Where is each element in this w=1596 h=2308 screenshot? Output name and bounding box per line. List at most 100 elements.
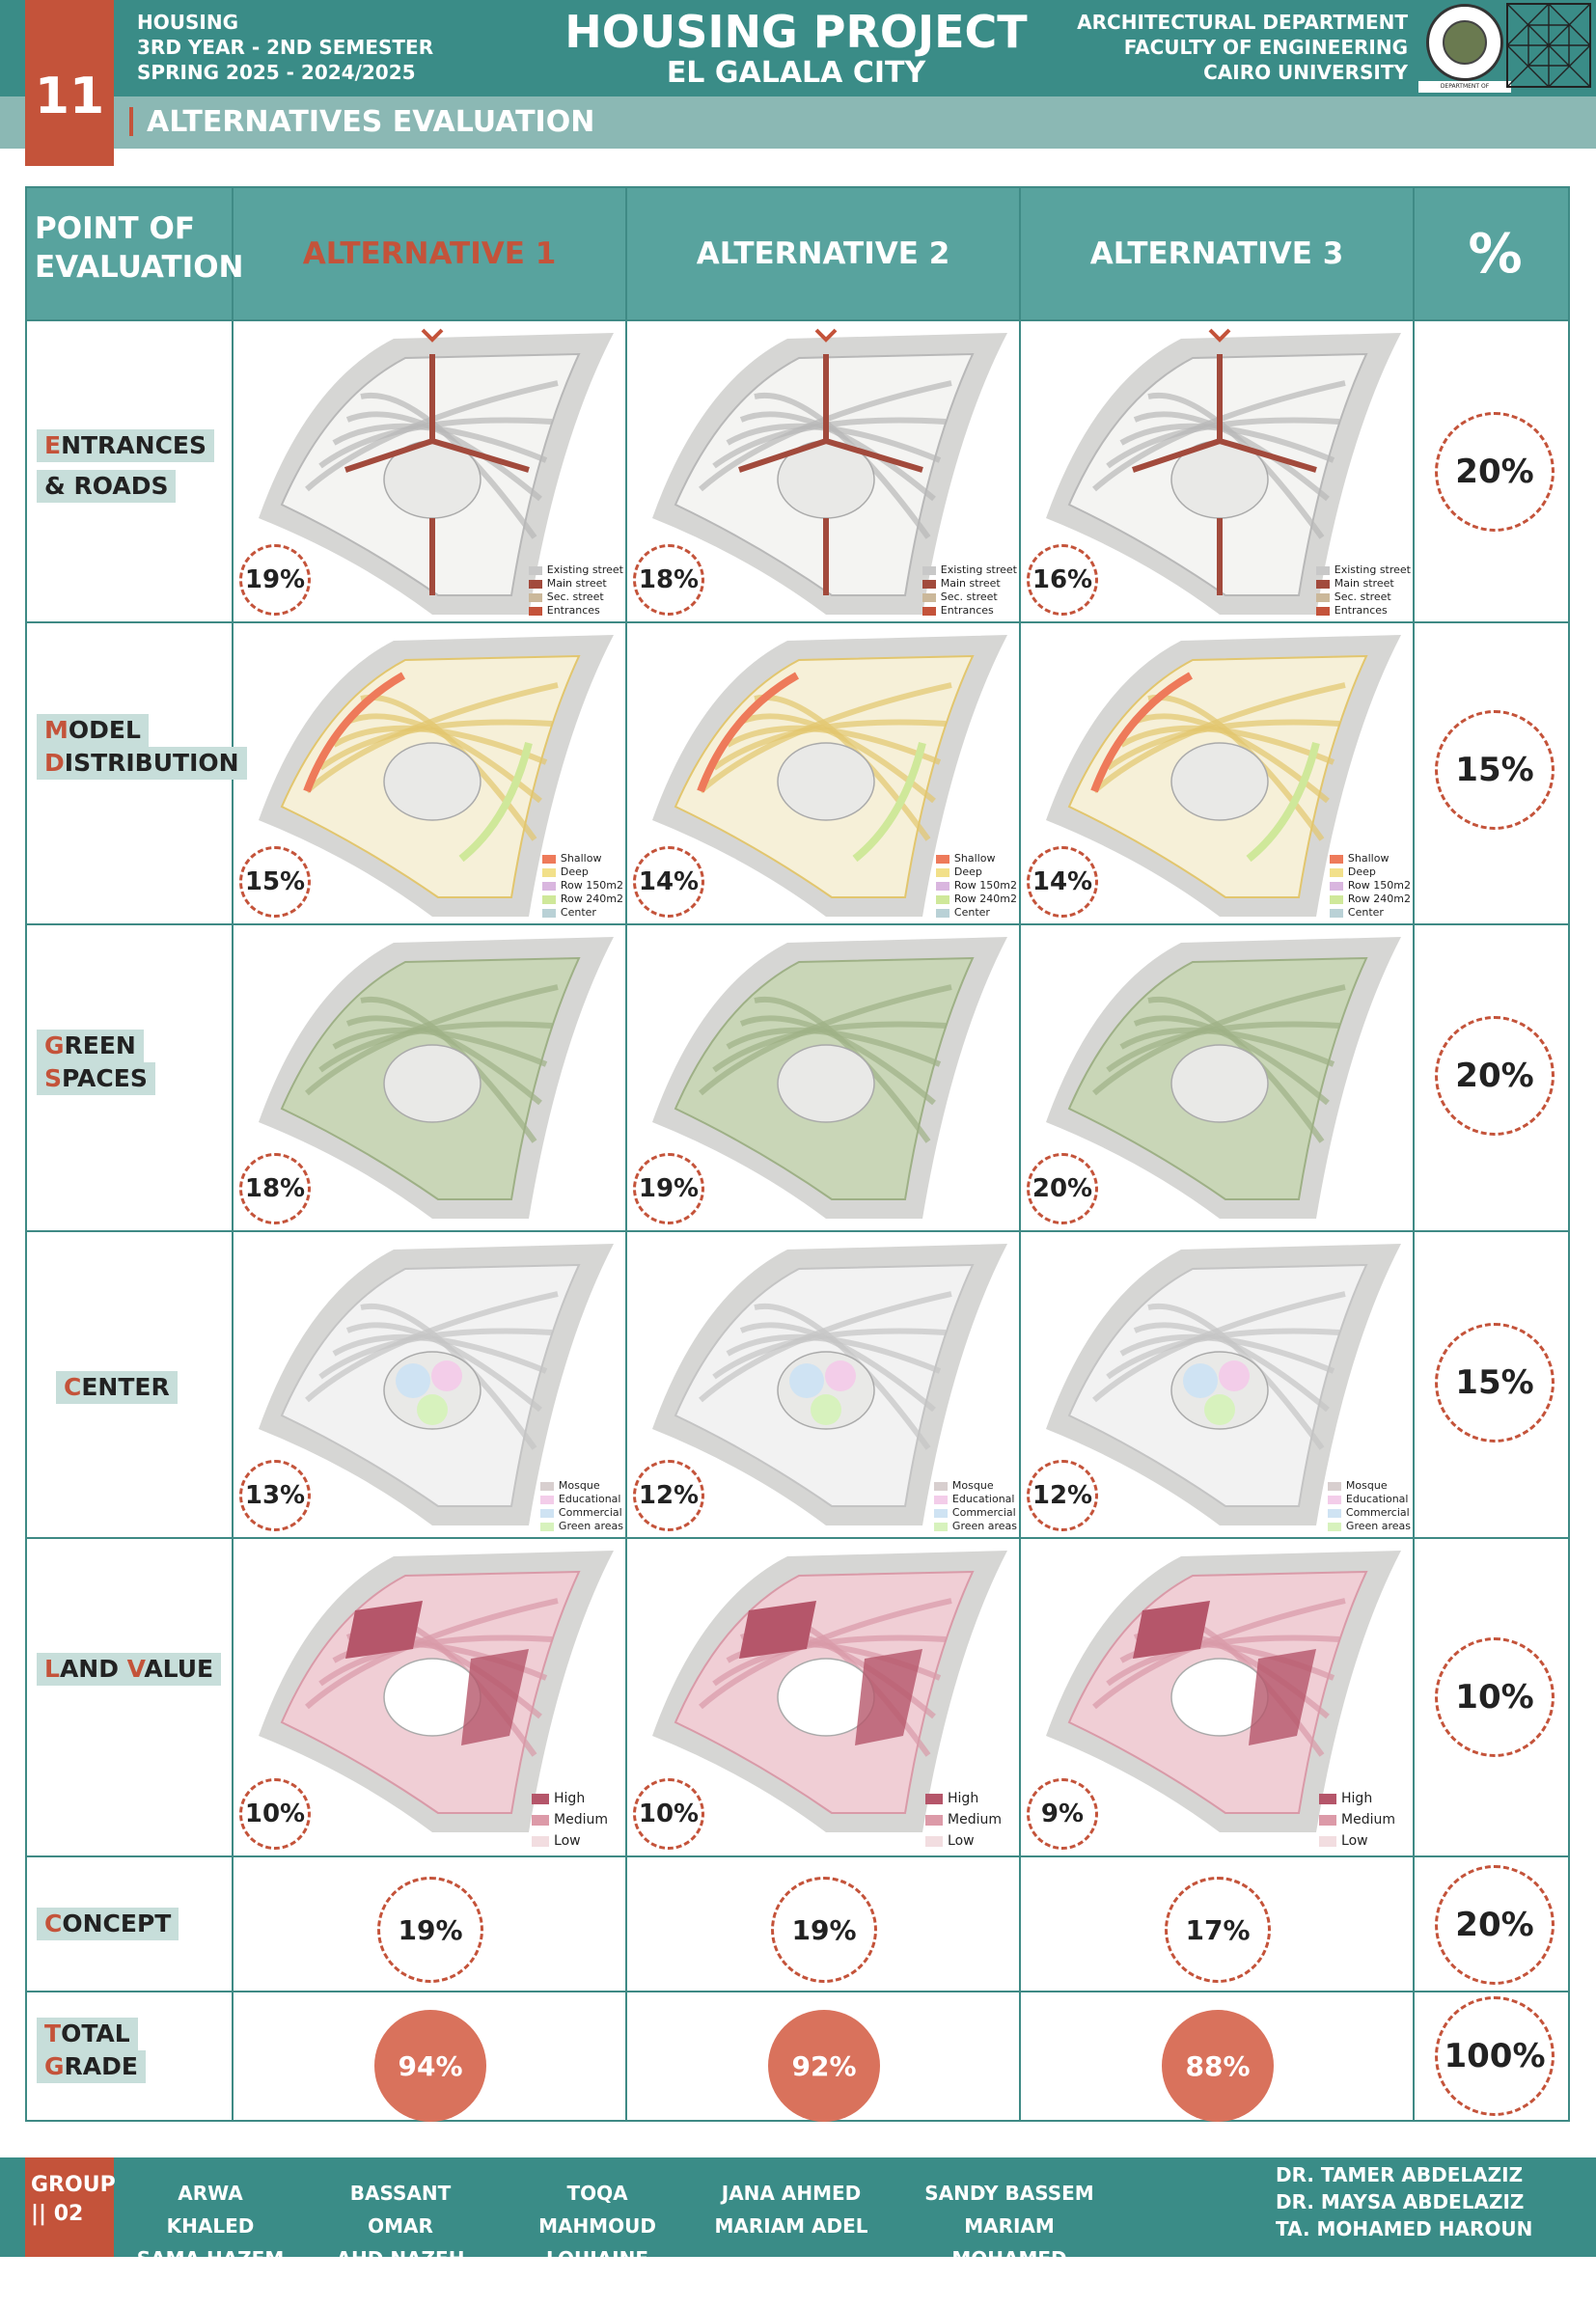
- legend-swatch: [922, 579, 936, 589]
- legend-swatch: [935, 867, 949, 877]
- legend-label: Green areas: [558, 1520, 623, 1532]
- score-badge: 19%: [377, 1877, 483, 1983]
- criterion-label: CONCEPT: [37, 1908, 179, 1940]
- criterion-label: LAND VALUE: [37, 1653, 222, 1686]
- legend-item: High: [532, 1788, 608, 1809]
- score-badge: 10%: [239, 1778, 311, 1850]
- student-name: JANA AHMED: [721, 2182, 862, 2205]
- legend-label: Center: [953, 906, 990, 919]
- legend-swatch: [935, 894, 949, 904]
- table-row: ENTRANCES & ROADS 19% Existing street Mai…: [27, 319, 1568, 621]
- legend-item: Educational: [1327, 1493, 1411, 1506]
- legend-swatch: [1329, 854, 1343, 864]
- score-badge: 19%: [771, 1877, 877, 1983]
- legend-swatch: [1319, 1793, 1337, 1804]
- legend-label: Mosque: [951, 1479, 994, 1492]
- legend-item: Center: [935, 906, 1017, 920]
- map-legend: Mosque Educational Commercial Green areas: [539, 1479, 623, 1533]
- alt3-land-map: 9% High Medium Low: [1021, 1539, 1415, 1855]
- institution-line: CAIRO UNIVERSITY: [1203, 61, 1408, 84]
- site-plan-drawing: [1046, 1244, 1401, 1525]
- legend-swatch: [1315, 565, 1330, 575]
- legend-label: Main street: [546, 577, 607, 590]
- alternative-1-header: ALTERNATIVE 1: [302, 236, 557, 271]
- site-plan-drawing: [1046, 328, 1401, 615]
- course-line: HOUSING: [137, 11, 238, 34]
- legend-label: Low: [948, 1833, 975, 1849]
- weight-badge: 20%: [1435, 1865, 1555, 1985]
- legend-swatch: [1315, 579, 1330, 589]
- site-plan-drawing: [652, 1551, 1007, 1832]
- legend-swatch: [922, 565, 936, 575]
- legend-label: Row 240m2: [953, 893, 1017, 905]
- score-badge: 18%: [239, 1153, 311, 1224]
- total-grade-badge: 88%: [1162, 2010, 1274, 2122]
- legend-item: Existing street: [922, 563, 1017, 577]
- institution-line: FACULTY OF ENGINEERING: [1123, 36, 1408, 59]
- legend-label: Educational: [558, 1493, 621, 1505]
- site-plan-drawing: [652, 328, 1007, 615]
- legend-item: Main street: [528, 577, 623, 591]
- legend-swatch: [1319, 1835, 1337, 1847]
- site-plan-drawing: [259, 635, 614, 917]
- legend-label: Center: [1347, 906, 1384, 919]
- legend-label: Shallow: [1347, 852, 1390, 865]
- alt3-green-map: 20%: [1021, 925, 1415, 1230]
- legend-label: High: [1341, 1791, 1373, 1806]
- site-plan-drawing: [1046, 1551, 1401, 1832]
- legend-swatch: [539, 1522, 554, 1531]
- table-header-row: POINT OF EVALUATION ALTERNATIVE 1 ALTERN…: [27, 188, 1568, 319]
- criterion-label: CENTER: [56, 1371, 178, 1404]
- criterion-label: GRADE: [37, 2050, 146, 2083]
- student-name: LOUJAINE AHMED: [545, 2247, 649, 2303]
- legend-item: Low: [925, 1830, 1002, 1852]
- legend-swatch: [532, 1814, 550, 1826]
- legend-label: Green areas: [1345, 1520, 1411, 1532]
- section-title: ALTERNATIVES EVALUATION: [129, 102, 594, 141]
- legend-swatch: [541, 908, 556, 918]
- legend-label: Sec. street: [940, 591, 998, 603]
- legend-label: Shallow: [953, 852, 996, 865]
- supervisors: DR. TAMER ABDELAZIZ DR. MAYSA ABDELAZIZ …: [1276, 2161, 1532, 2242]
- legend-label: High: [948, 1791, 979, 1806]
- score-badge: 12%: [633, 1460, 704, 1531]
- map-legend: Existing street Main street Sec. street Ent…: [922, 563, 1017, 618]
- legend-item: High: [1319, 1788, 1395, 1809]
- legend-swatch: [1327, 1495, 1341, 1504]
- criterion-label: TOTAL: [37, 2018, 138, 2050]
- legend-item: Existing street: [1315, 563, 1411, 577]
- legend-item: Entrances: [1315, 604, 1411, 618]
- legend-item: Row 150m2: [1329, 879, 1411, 893]
- score-badge: 14%: [633, 846, 704, 918]
- legend-label: Educational: [1345, 1493, 1409, 1505]
- student-pair: BASSANT OMAR AHD NAZEH: [318, 2177, 482, 2275]
- legend-label: Row 240m2: [1347, 893, 1411, 905]
- legend-label: Medium: [554, 1812, 608, 1827]
- legend-swatch: [532, 1793, 550, 1804]
- legend-item: Entrances: [528, 604, 623, 618]
- legend-item: Low: [1319, 1830, 1395, 1852]
- score-badge: 9%: [1027, 1778, 1098, 1850]
- legend-swatch: [1315, 606, 1330, 616]
- legend-item: Row 240m2: [935, 893, 1017, 906]
- legend-label: Row 150m2: [953, 879, 1017, 892]
- legend-label: Medium: [1341, 1812, 1395, 1827]
- weight-badge: 20%: [1435, 412, 1555, 532]
- legend-label: High: [554, 1791, 586, 1806]
- site-plan-drawing: [259, 1244, 614, 1525]
- page-title: HOUSING PROJECT: [564, 6, 1028, 58]
- department-logo: [1506, 3, 1591, 88]
- site-plan-drawing: [259, 1551, 614, 1832]
- legend-swatch: [935, 881, 949, 891]
- legend-item: Commercial: [539, 1506, 623, 1520]
- course-line: 3RD YEAR - 2ND SEMESTER: [137, 36, 434, 59]
- student-name: AHD NAZEH: [336, 2247, 465, 2270]
- legend-swatch: [1315, 592, 1330, 602]
- site-plan-drawing: [652, 1244, 1007, 1525]
- legend-label: Row 150m2: [560, 879, 623, 892]
- alt3-roads-map: 16% Existing street Main street Sec. stree…: [1021, 321, 1415, 621]
- legend-label: Entrances: [940, 604, 994, 617]
- legend-swatch: [933, 1495, 948, 1504]
- header-line: POINT OF: [35, 211, 196, 246]
- page-subtitle: EL GALALA CITY: [666, 56, 926, 90]
